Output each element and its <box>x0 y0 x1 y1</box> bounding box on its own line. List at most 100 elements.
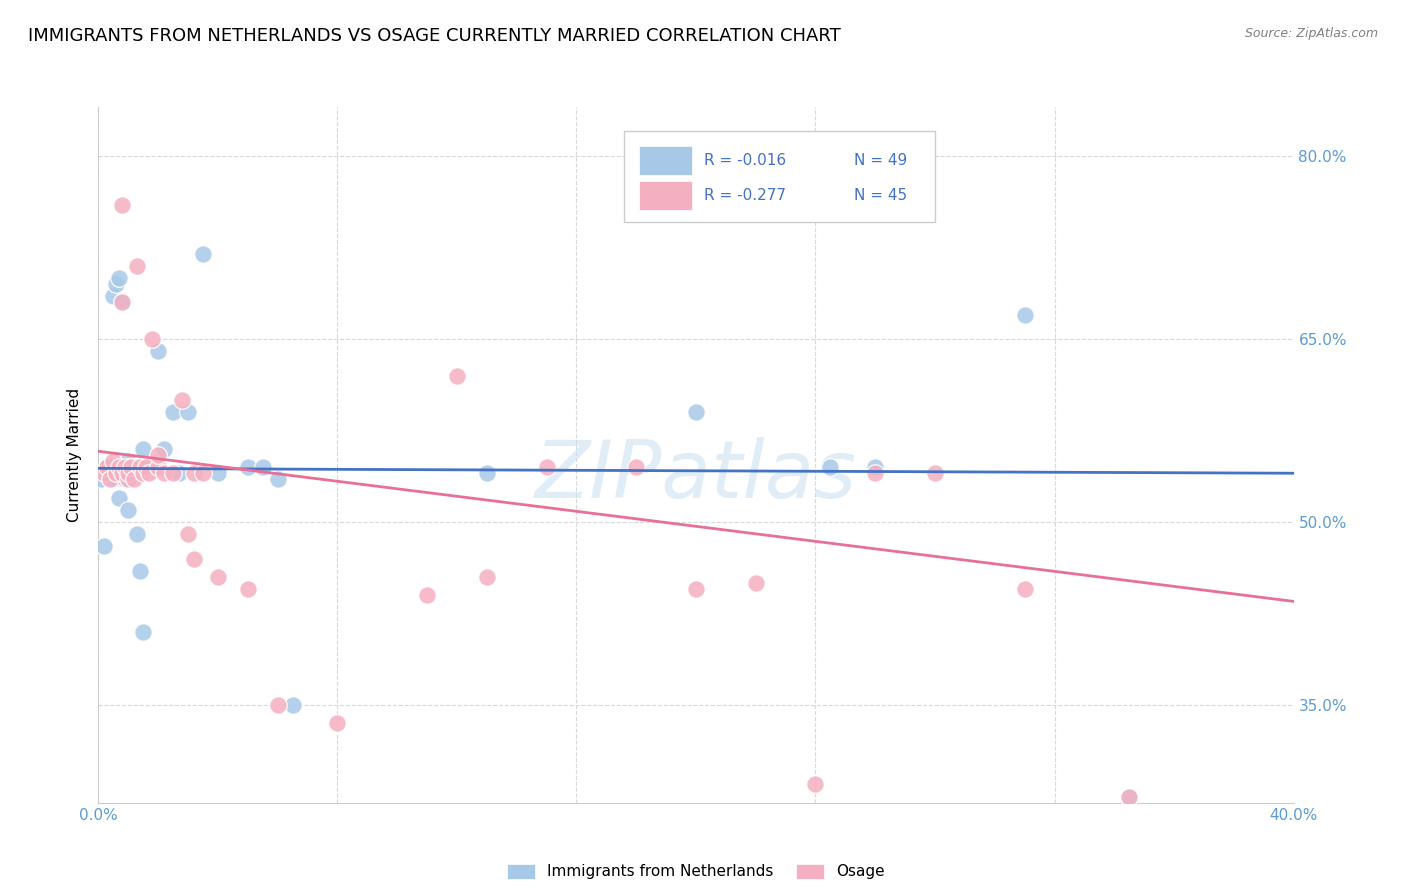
Point <box>103 289 125 303</box>
Point <box>804 777 827 791</box>
Point <box>132 442 155 456</box>
Point <box>117 472 139 486</box>
Point <box>153 467 176 481</box>
Point <box>236 582 259 597</box>
Point <box>148 448 170 462</box>
Point <box>207 570 229 584</box>
Point <box>416 588 439 602</box>
Point <box>141 332 163 346</box>
Point <box>135 467 157 481</box>
Point <box>127 460 149 475</box>
Text: R = -0.277: R = -0.277 <box>704 188 786 202</box>
Point <box>207 467 229 481</box>
Point <box>685 405 707 419</box>
Point <box>111 467 134 481</box>
Point <box>626 460 648 475</box>
Text: N = 49: N = 49 <box>853 153 907 168</box>
Point <box>162 467 184 481</box>
Point <box>117 454 139 468</box>
Point <box>117 467 139 481</box>
Legend: Immigrants from Netherlands, Osage: Immigrants from Netherlands, Osage <box>501 857 891 886</box>
Point <box>475 570 498 584</box>
Text: ZIPatlas: ZIPatlas <box>534 437 858 515</box>
Point <box>105 467 128 481</box>
Point <box>685 582 707 597</box>
Point <box>132 467 155 481</box>
Point <box>177 527 200 541</box>
Point <box>446 368 468 383</box>
Point <box>96 460 118 475</box>
Point <box>124 472 146 486</box>
Point <box>120 460 142 475</box>
Point <box>108 460 131 475</box>
Point <box>124 467 146 481</box>
Point <box>141 460 163 475</box>
Point <box>865 467 887 481</box>
Point <box>1014 582 1036 597</box>
Point <box>924 467 946 481</box>
Point <box>117 467 139 481</box>
Point <box>191 467 214 481</box>
Point <box>124 460 146 475</box>
Point <box>172 392 194 407</box>
Point <box>1118 789 1140 804</box>
Point <box>162 405 184 419</box>
Point <box>111 295 134 310</box>
Point <box>129 460 152 475</box>
Point <box>96 460 118 475</box>
Y-axis label: Currently Married: Currently Married <box>67 388 83 522</box>
Point <box>120 460 142 475</box>
Point <box>114 460 136 475</box>
Point <box>96 467 118 481</box>
Point <box>127 527 149 541</box>
Point <box>108 467 131 481</box>
Point <box>105 467 128 481</box>
Point <box>129 460 152 475</box>
Point <box>281 698 304 713</box>
Point <box>236 460 259 475</box>
Text: Source: ZipAtlas.com: Source: ZipAtlas.com <box>1244 27 1378 40</box>
Point <box>120 467 142 481</box>
Point <box>1014 308 1036 322</box>
Point <box>105 277 128 291</box>
Point <box>93 540 115 554</box>
Text: N = 45: N = 45 <box>853 188 907 202</box>
Point <box>326 716 349 731</box>
Point <box>865 460 887 475</box>
Point <box>191 246 214 260</box>
Point <box>117 503 139 517</box>
Point <box>100 467 122 481</box>
Text: R = -0.016: R = -0.016 <box>704 153 786 168</box>
Point <box>111 197 134 211</box>
Point <box>132 624 155 639</box>
Point <box>114 460 136 475</box>
Point <box>252 460 274 475</box>
Point <box>148 344 170 359</box>
Point <box>103 472 125 486</box>
Point <box>267 472 290 486</box>
Point <box>536 460 558 475</box>
Point <box>745 576 768 591</box>
Point <box>153 442 176 456</box>
Point <box>111 295 134 310</box>
Point <box>129 564 152 578</box>
Point <box>111 460 134 475</box>
Point <box>100 472 122 486</box>
Point <box>820 460 842 475</box>
Point <box>108 491 131 505</box>
Point <box>177 405 200 419</box>
Point <box>167 467 190 481</box>
Point <box>111 467 134 481</box>
Point <box>103 454 125 468</box>
Point <box>475 467 498 481</box>
Point <box>93 467 115 481</box>
FancyBboxPatch shape <box>638 146 692 175</box>
Point <box>135 460 157 475</box>
FancyBboxPatch shape <box>638 181 692 210</box>
Point <box>1118 789 1140 804</box>
Point <box>127 259 149 273</box>
Text: IMMIGRANTS FROM NETHERLANDS VS OSAGE CURRENTLY MARRIED CORRELATION CHART: IMMIGRANTS FROM NETHERLANDS VS OSAGE CUR… <box>28 27 841 45</box>
Point <box>148 460 170 475</box>
Point <box>108 271 131 285</box>
Point <box>138 467 160 481</box>
